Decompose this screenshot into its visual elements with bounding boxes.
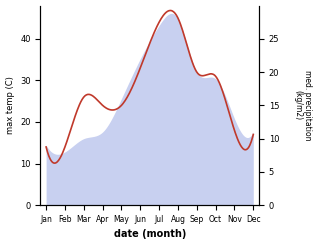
Y-axis label: med. precipitation
(kg/m2): med. precipitation (kg/m2) xyxy=(293,70,313,141)
X-axis label: date (month): date (month) xyxy=(114,230,186,239)
Y-axis label: max temp (C): max temp (C) xyxy=(5,76,15,134)
